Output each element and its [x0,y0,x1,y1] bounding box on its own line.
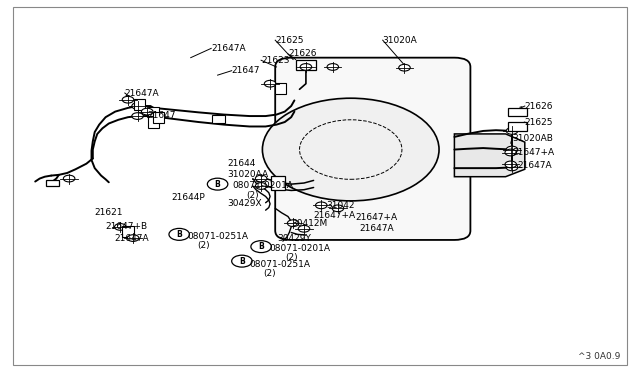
Text: 21625: 21625 [275,36,304,45]
Text: 08071-0251A: 08071-0251A [250,260,310,269]
Circle shape [506,128,518,134]
Text: 21647A: 21647A [114,234,148,243]
Circle shape [505,149,516,156]
Text: 21647A: 21647A [125,89,159,97]
Text: 21647: 21647 [147,111,176,120]
Text: 21644: 21644 [227,159,255,168]
Bar [153,112,164,123]
Text: 30412M: 30412M [291,219,328,228]
Bar [212,115,225,123]
Text: 21647+A: 21647+A [512,148,554,157]
Circle shape [251,241,271,253]
Circle shape [115,224,126,230]
Text: B: B [239,257,244,266]
Text: 31020AB: 31020AB [512,134,553,143]
Bar [271,176,285,190]
Text: (2): (2) [285,253,298,262]
Text: 21626: 21626 [288,49,317,58]
Text: 21626: 21626 [525,102,554,110]
Circle shape [287,220,299,227]
Text: 31020AA: 31020AA [227,170,268,179]
Bar [122,226,134,237]
Circle shape [298,225,310,232]
Text: 30429Y: 30429Y [277,234,311,243]
Bar [296,60,316,70]
Circle shape [255,175,267,182]
Circle shape [505,161,516,168]
Text: 21647: 21647 [232,66,260,75]
Text: (2): (2) [246,191,259,200]
Text: 08071-0201A: 08071-0201A [232,182,293,190]
Circle shape [122,96,134,103]
Circle shape [316,202,327,209]
Circle shape [232,255,252,267]
Text: 21647+B: 21647+B [106,222,148,231]
Bar [508,108,527,116]
Bar [148,107,159,118]
Text: 21644P: 21644P [172,193,205,202]
Text: 08071-0251A: 08071-0251A [187,232,248,241]
Text: 08071-0201A: 08071-0201A [269,244,330,253]
Circle shape [506,146,518,153]
Text: 31020A: 31020A [383,36,417,45]
Bar [275,83,286,94]
Text: ^3 0A0.9: ^3 0A0.9 [579,352,621,361]
Circle shape [132,103,143,109]
Circle shape [332,205,344,212]
Text: 21647A: 21647A [360,224,394,233]
Text: 21647A: 21647A [211,44,246,53]
Circle shape [262,98,439,201]
Circle shape [506,164,518,171]
Circle shape [255,183,267,189]
Text: B: B [215,180,220,189]
Circle shape [63,175,75,182]
Text: (2): (2) [264,269,276,278]
Text: B: B [177,230,182,239]
Text: 31042: 31042 [326,201,355,210]
Text: 21621: 21621 [95,208,124,217]
Text: 21647+A: 21647+A [314,211,356,219]
Text: 21647A: 21647A [517,161,552,170]
Circle shape [132,113,143,119]
FancyBboxPatch shape [275,58,470,240]
Circle shape [300,64,312,70]
Circle shape [399,64,410,71]
Text: 21623: 21623 [261,56,290,65]
Circle shape [169,228,189,240]
Bar [508,122,527,131]
Text: (2): (2) [197,241,210,250]
Bar [148,116,159,128]
Circle shape [327,64,339,70]
Circle shape [141,108,153,115]
Text: 21625: 21625 [525,118,554,126]
Circle shape [127,235,139,241]
Text: B: B [259,242,264,251]
Text: 30429X: 30429X [227,199,262,208]
Circle shape [207,178,228,190]
Bar [134,99,145,110]
Bar [46,180,59,186]
Polygon shape [454,134,525,177]
Circle shape [264,80,276,87]
Text: 21647+A: 21647+A [355,213,397,222]
